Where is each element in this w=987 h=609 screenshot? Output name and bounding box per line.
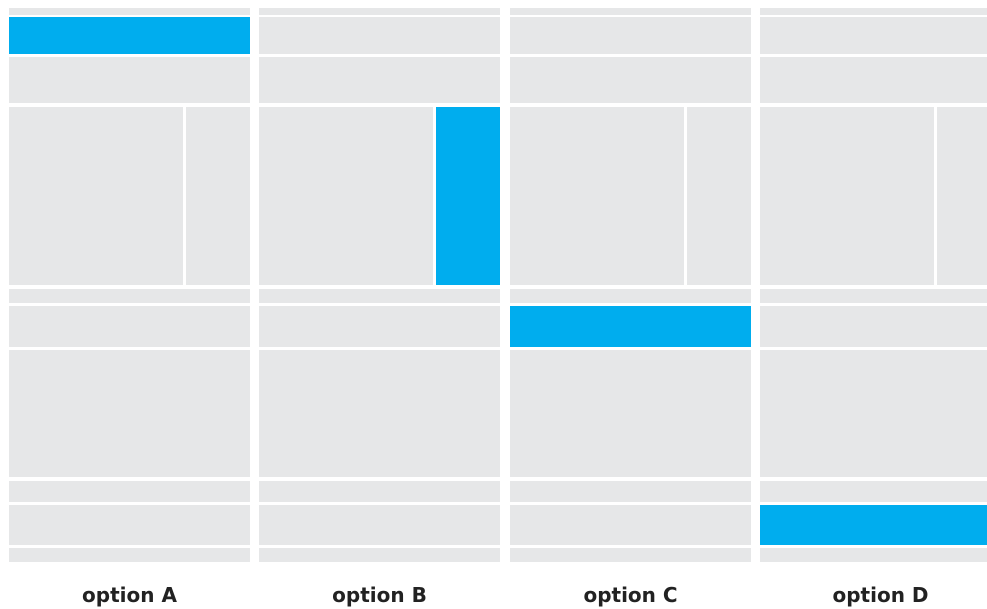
section-heading-block bbox=[259, 306, 500, 347]
header-block bbox=[510, 17, 751, 54]
divider-strip bbox=[510, 289, 751, 303]
bottom-strip bbox=[510, 548, 751, 562]
divider-strip bbox=[259, 289, 500, 303]
pre-footer-strip bbox=[259, 481, 500, 502]
section-heading-block bbox=[9, 306, 250, 347]
option-a-label: option A bbox=[82, 583, 177, 607]
nav-block bbox=[259, 57, 500, 103]
section-heading-block bbox=[760, 306, 987, 347]
right-sidebar-block-highlighted bbox=[436, 107, 500, 285]
bottom-strip bbox=[760, 548, 987, 562]
top-strip bbox=[259, 8, 500, 15]
right-sidebar-block bbox=[937, 107, 987, 285]
header-block bbox=[259, 17, 500, 54]
option-c-layout: option C bbox=[510, 0, 751, 609]
pre-footer-strip bbox=[9, 481, 250, 502]
footer-block bbox=[510, 505, 751, 545]
option-c-label: option C bbox=[583, 583, 678, 607]
main-content-block bbox=[9, 107, 183, 285]
pre-footer-strip bbox=[510, 481, 751, 502]
option-b-layout: option B bbox=[259, 0, 500, 609]
header-block-highlighted bbox=[9, 17, 250, 54]
footer-block-highlighted bbox=[760, 505, 987, 545]
footer-block bbox=[9, 505, 250, 545]
section-content-block bbox=[259, 350, 500, 477]
right-sidebar-block bbox=[186, 107, 250, 285]
option-a-layout: option A bbox=[9, 0, 250, 609]
section-content-block bbox=[760, 350, 987, 477]
nav-block bbox=[9, 57, 250, 103]
top-strip bbox=[9, 8, 250, 15]
nav-block bbox=[510, 57, 751, 103]
option-d-label: option D bbox=[832, 583, 929, 607]
main-content-block bbox=[259, 107, 433, 285]
header-block bbox=[760, 17, 987, 54]
divider-strip bbox=[760, 289, 987, 303]
pre-footer-strip bbox=[760, 481, 987, 502]
section-content-block bbox=[9, 350, 250, 477]
main-content-block bbox=[760, 107, 934, 285]
nav-block bbox=[760, 57, 987, 103]
top-strip bbox=[510, 8, 751, 15]
option-b-label: option B bbox=[332, 583, 427, 607]
bottom-strip bbox=[259, 548, 500, 562]
option-d-layout: option D bbox=[760, 0, 987, 609]
top-strip bbox=[760, 8, 987, 15]
divider-strip bbox=[9, 289, 250, 303]
right-sidebar-block bbox=[687, 107, 751, 285]
footer-block bbox=[259, 505, 500, 545]
bottom-strip bbox=[9, 548, 250, 562]
section-content-block bbox=[510, 350, 751, 477]
section-heading-block-highlighted bbox=[510, 306, 751, 347]
main-content-block bbox=[510, 107, 684, 285]
